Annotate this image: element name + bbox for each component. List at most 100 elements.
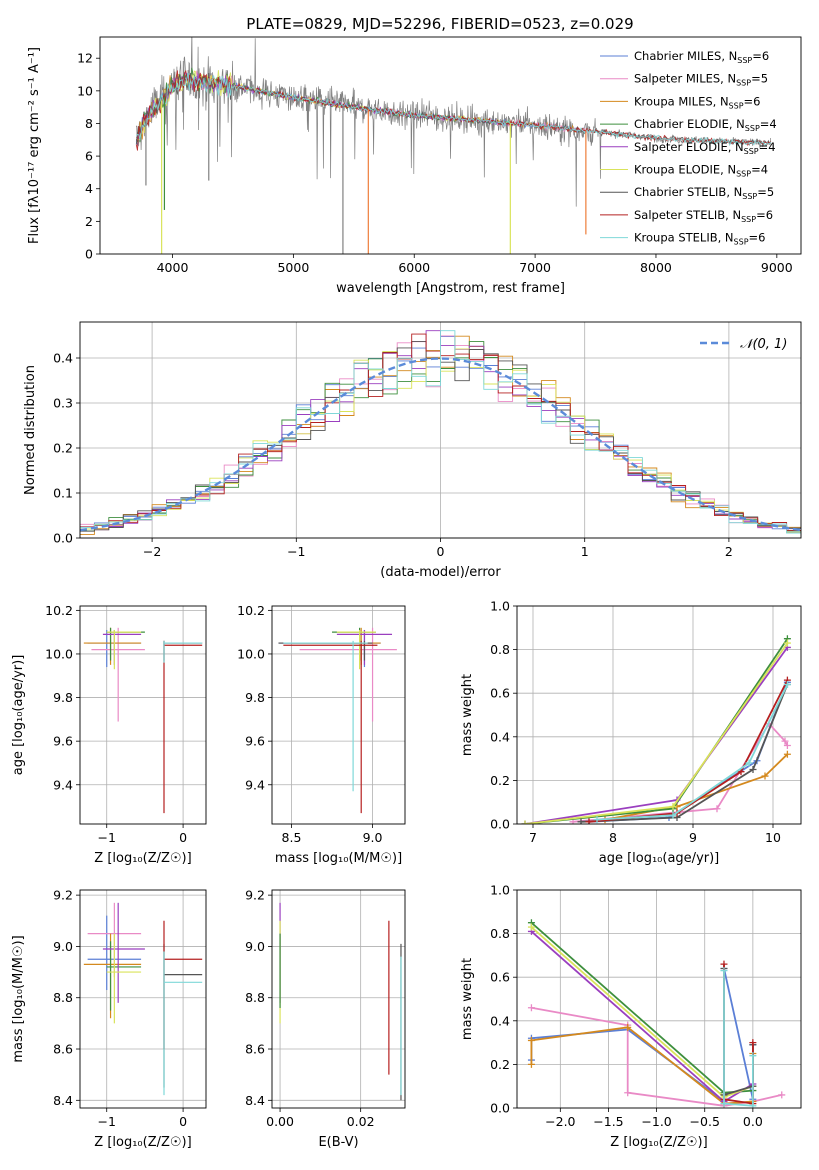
weight-marker xyxy=(783,639,791,647)
weight-marker xyxy=(778,1091,786,1099)
weight-line xyxy=(588,679,789,823)
weight-line xyxy=(723,970,754,1107)
y-tick-label: 8.6 xyxy=(53,1042,73,1057)
weight-marker xyxy=(669,811,677,819)
y-tick-label: 0.8 xyxy=(490,926,510,941)
axes-frame xyxy=(79,605,207,825)
weight-marker xyxy=(749,1052,757,1060)
plot-area-age_vs_Z xyxy=(83,627,203,814)
x-tick-label: 0.00 xyxy=(266,1114,294,1129)
weight-line xyxy=(580,684,789,823)
x-tick-label: 0 xyxy=(437,544,445,559)
weight-marker xyxy=(527,1060,535,1068)
x-axis-label: (data-model)/error xyxy=(380,565,501,580)
y-tick-label: 9.0 xyxy=(245,939,265,954)
y-tick-label: 9.6 xyxy=(245,734,265,749)
panel-spectrum: 4000 5000 6000 7000 8000 9000 0 2 4 6 8 10 12 wavelen… xyxy=(27,36,802,296)
x-tick-label: −1 xyxy=(287,544,305,559)
panel-weight_vs_age: 7 8 9 10 0.0 0.2 0.4 0.6 0.8 1.0 age [log₁₀(age/yr… xyxy=(460,599,802,866)
weight-marker xyxy=(624,1089,632,1097)
weight-marker xyxy=(745,759,753,767)
weight-marker xyxy=(781,737,789,745)
weight-marker xyxy=(720,960,728,968)
y-tick-label: 0.6 xyxy=(490,970,510,985)
y-tick-label: 9.4 xyxy=(245,777,265,792)
weight-line xyxy=(524,638,789,824)
plot-area-spectrum xyxy=(135,37,772,254)
legend-entry: Salpeter ELODIE, NSSP=4 xyxy=(634,140,776,156)
y-tick-label: 9.0 xyxy=(53,939,73,954)
axes-frame xyxy=(99,36,802,255)
y-tick-label: 9.8 xyxy=(245,690,265,705)
weight-line xyxy=(596,684,789,821)
weight-marker xyxy=(527,1036,535,1044)
y-tick-label: 10.0 xyxy=(45,646,73,661)
spectrum-model-line xyxy=(135,72,772,147)
y-axis-label: mass weight xyxy=(460,674,475,756)
x-tick-label: −1.5 xyxy=(593,1114,623,1129)
x-tick-label: 2 xyxy=(725,544,733,559)
y-tick-label: 0.2 xyxy=(53,441,73,456)
x-tick-label: 0 xyxy=(179,1114,187,1129)
y-tick-label: 9.6 xyxy=(53,734,73,749)
weight-marker xyxy=(749,1039,757,1047)
x-tick-label: 1 xyxy=(581,544,589,559)
weight-marker xyxy=(593,816,601,824)
weight-line xyxy=(524,646,789,824)
panels: 4000 5000 6000 7000 8000 9000024681012wavelen… xyxy=(11,36,802,1150)
y-tick-label: 0.3 xyxy=(53,396,73,411)
normal-curve xyxy=(80,357,801,532)
legend-entry: Salpeter MILES, NSSP=5 xyxy=(634,72,768,88)
x-tick-label: 9000 xyxy=(761,260,793,275)
plot-area-residuals xyxy=(80,330,801,535)
weight-marker xyxy=(527,923,535,931)
y-tick-label: 9.8 xyxy=(53,690,73,705)
y-tick-label: 2 xyxy=(85,214,93,229)
x-axis-label: wavelength [Angstrom, rest frame] xyxy=(336,281,565,296)
spectrum-model-line xyxy=(135,69,772,151)
x-tick-label: 7000 xyxy=(519,260,551,275)
weight-marker xyxy=(783,680,791,688)
y-tick-label: 10.2 xyxy=(237,603,265,618)
y-tick-label: 0.6 xyxy=(490,686,510,701)
x-tick-label: 7 xyxy=(529,830,537,845)
panel-age_vs_Z: −1 0 9.4 9.6 9.8 10.0 10.2 Z [log₁₀(Z/Z☉)] age [… xyxy=(11,603,207,866)
y-tick-label: 8.6 xyxy=(245,1042,265,1057)
x-tick-label: 0.02 xyxy=(347,1114,375,1129)
y-tick-label: 8.8 xyxy=(53,990,73,1005)
y-tick-label: 0.0 xyxy=(490,1101,510,1116)
weight-marker xyxy=(585,818,593,824)
axes-frame xyxy=(79,889,207,1109)
weight-marker xyxy=(761,772,769,780)
y-tick-label: 12 xyxy=(77,51,93,66)
y-axis-label: Flux [fλ10⁻¹⁷ erg cm⁻² s⁻¹ A⁻¹] xyxy=(27,47,42,244)
weight-line xyxy=(531,1006,782,1107)
y-tick-label: 0.2 xyxy=(490,773,510,788)
x-tick-label: −2.0 xyxy=(545,1114,575,1129)
weight-marker xyxy=(783,742,791,750)
axes-frame xyxy=(271,889,406,1109)
y-tick-label: 0.0 xyxy=(490,817,510,832)
x-tick-label: 5000 xyxy=(277,260,309,275)
x-tick-label: 0 xyxy=(179,830,187,845)
legend-entry: Kroupa MILES, NSSP=6 xyxy=(634,94,760,110)
y-tick-label: 0.8 xyxy=(490,642,510,657)
x-tick-label: 9.0 xyxy=(363,830,383,845)
panel-weight_vs_Z: −2.0 −1.5 −1.0 −0.5 0.0 0.0 0.2 0.4 0.6 0.8 1.0 Z [… xyxy=(460,883,802,1150)
weight-line xyxy=(604,753,789,821)
y-axis-label: mass weight xyxy=(460,958,475,1040)
spectrum-legend: Chabrier MILES, NSSP=6 Salpeter MILES, NS… xyxy=(600,49,777,247)
y-tick-label: 8.4 xyxy=(53,1093,73,1108)
weight-marker xyxy=(669,803,677,811)
y-tick-label: 10 xyxy=(77,83,93,98)
panel-mass_vs_ebv: 0.00 0.02 8.4 8.6 8.8 9.0 9.2 E(B-V) xyxy=(245,888,406,1150)
plot-area-mass_vs_ebv xyxy=(279,902,402,1101)
weight-marker xyxy=(720,967,728,975)
weight-line xyxy=(530,922,753,1094)
y-tick-label: 1.0 xyxy=(490,883,510,898)
y-axis-label: Normed distribution xyxy=(23,365,38,495)
panel-residuals: −2 −1 0 1 2 0.0 0.1 0.2 0.3 0.4 (data-model)/error… xyxy=(23,321,802,580)
weight-marker xyxy=(749,766,757,773)
x-axis-label: age [log₁₀(age/yr)] xyxy=(599,851,720,866)
